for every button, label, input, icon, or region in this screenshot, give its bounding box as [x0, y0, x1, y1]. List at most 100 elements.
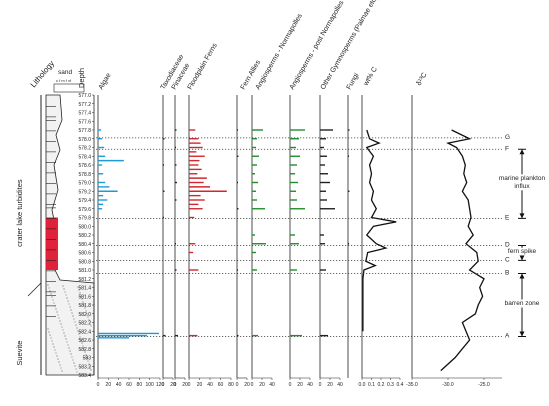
- d13c-label: δ¹³C: [416, 72, 429, 87]
- annotation-arrow: [519, 255, 525, 261]
- d13c-panel: -35.0 -30.0 -25.0 δ¹³C: [406, 72, 502, 388]
- depth-tick-label: 578.0: [78, 137, 91, 143]
- depth-tick-label: 578.2: [78, 146, 91, 152]
- panel-x-tick-label: 40: [337, 382, 343, 388]
- toc-panel-line: [362, 129, 397, 332]
- depth-tick-label: 580.2: [78, 233, 91, 239]
- depth-tick-label: 577.6: [78, 119, 91, 125]
- depth-tick-label: 579.8: [78, 216, 91, 222]
- depth-tick-label: 580.8: [78, 259, 91, 265]
- depth-tick-label: 579.2: [78, 189, 91, 195]
- toc-panel-x-tick-label: 0.0: [359, 382, 366, 388]
- panel-x-tick-label: 20: [297, 382, 303, 388]
- d13c-panel-x-tick-label: -25.0: [478, 382, 490, 388]
- depth-tick-label: 580.0: [78, 224, 91, 230]
- panel-x-tick-label: 20: [327, 382, 333, 388]
- toc-panel-x-tick-label: 0.1: [368, 382, 375, 388]
- lithology-unit-2: Suevite: [15, 341, 24, 366]
- toc-panel-x-tick-label: 0.3: [387, 382, 394, 388]
- grain-size-box: [53, 83, 85, 93]
- depth-tick-label: 577.8: [78, 128, 91, 134]
- annotation-label-bg: [503, 299, 541, 308]
- annotation-1: marine plankton influx: [497, 148, 547, 219]
- panel-x-tick-label: 120: [156, 382, 165, 388]
- panel-x-tick-label: 0: [162, 382, 165, 388]
- depth-tick-label: 583: [83, 356, 92, 362]
- lithology-unit-1: crater lake turbidites: [15, 179, 24, 247]
- panel-x-tick-label: 0: [251, 382, 254, 388]
- toc-label: wt% C: [362, 66, 379, 88]
- grain-size-label: sand: [58, 69, 72, 76]
- depth-tick-label: 577.0: [78, 93, 91, 99]
- panel-x-tick-label: 80: [228, 382, 234, 388]
- depth-tick-label: 582.0: [78, 312, 91, 318]
- horizon-label: B: [505, 270, 509, 277]
- depth-tick-label: 580.4: [78, 242, 91, 248]
- depth-tick-label: 582.2: [78, 321, 91, 327]
- depth-label: Depth: [77, 68, 86, 88]
- panel-x-tick-label: 80: [137, 382, 143, 388]
- horizon-label: A: [505, 333, 510, 340]
- lithology-label: Lithology: [29, 59, 56, 89]
- annotation-label-bg: [497, 174, 547, 191]
- d13c-panel-x-tick-label: -35.0: [406, 382, 418, 388]
- depth-tick-label: 582.4: [78, 329, 91, 335]
- panel-x-tick-label: 0: [97, 382, 100, 388]
- panel-x-tick-label: 20: [170, 382, 176, 388]
- annotation-arrow: [519, 149, 525, 155]
- depth-tick-label: 581.2: [78, 277, 91, 283]
- panel-x-tick-label: 20: [244, 382, 250, 388]
- panel-9: Fungi: [346, 72, 361, 378]
- panel-x-tick-label: 40: [116, 382, 122, 388]
- panel-x-tick-label: 40: [207, 382, 213, 388]
- grain-size-scale: c f m f vf: [56, 78, 72, 83]
- depth-tick-label: 581.6: [78, 294, 91, 300]
- lithology-red-layer: [46, 217, 58, 270]
- depth-tick-label: 577.4: [78, 111, 91, 117]
- depth-tick-label: 579.0: [78, 181, 91, 187]
- annotation-arrow: [519, 331, 525, 337]
- annotation-label-bg: [506, 247, 538, 256]
- toc-panel-x-tick-label: 0.2: [378, 382, 385, 388]
- toc-panel: 0.0 0.1 0.2 0.3 0.4 wt% C: [359, 66, 404, 388]
- horizon-label: G: [505, 134, 510, 141]
- horizons: GF E DCB A: [96, 134, 510, 340]
- depth-axis: Depth 577.0 577.2 577.4 577.6 577.8 578.0 578.…: [77, 68, 95, 379]
- panel-x-tick-label: 20: [106, 382, 112, 388]
- depth-tick-label: 583.4: [78, 373, 91, 379]
- depth-tick-label: 578.8: [78, 172, 91, 178]
- annotation-3: barren zone: [503, 273, 541, 337]
- depth-tick-label: 579.4: [78, 198, 91, 204]
- lithology-column: Lithology sand c f m f vf crater lake tu…: [15, 59, 95, 376]
- toc-panel-x-tick-label: 0.4: [397, 382, 404, 388]
- depth-tick-label: 578.6: [78, 163, 91, 169]
- depth-tick-label: 577.2: [78, 102, 91, 108]
- panel-label: Floodplain Ferns: [187, 42, 219, 91]
- annotation-2: fern spike: [506, 245, 538, 261]
- panel-label: Algae: [98, 72, 113, 91]
- depth-tick-label: 581.0: [78, 268, 91, 274]
- panel-x-tick-label: 60: [126, 382, 132, 388]
- d13c-panel-line: [440, 129, 485, 372]
- d13c-panel-x-tick-label: -30.0: [442, 382, 454, 388]
- panel-1: 0 20 40 60 80 100 120 Algae: [97, 72, 165, 388]
- annotation-label: marine plankton influx: [499, 175, 546, 190]
- depth-tick-label: 582.8: [78, 347, 91, 353]
- panel-x-tick-label: 40: [269, 382, 275, 388]
- annotation-label: fern spike: [508, 248, 537, 255]
- annotation-arrow: [519, 273, 525, 279]
- horizon-label: E: [505, 214, 510, 221]
- depth-tick-label: 580.6: [78, 251, 91, 257]
- panel-x-tick-label: 0: [174, 382, 177, 388]
- panel-x-tick-label: 20: [197, 382, 203, 388]
- panel-x-tick-label: 40: [307, 382, 313, 388]
- depth-tick-label: 581.4: [78, 286, 91, 292]
- panel-x-tick-label: 0: [188, 382, 191, 388]
- unit-boundary: [27, 282, 42, 297]
- suevite-texture: [47, 284, 92, 373]
- geochem-panels: 0.0 0.1 0.2 0.3 0.4 wt% C -35.0 -30.0 -25.0 δ¹³C: [359, 66, 502, 388]
